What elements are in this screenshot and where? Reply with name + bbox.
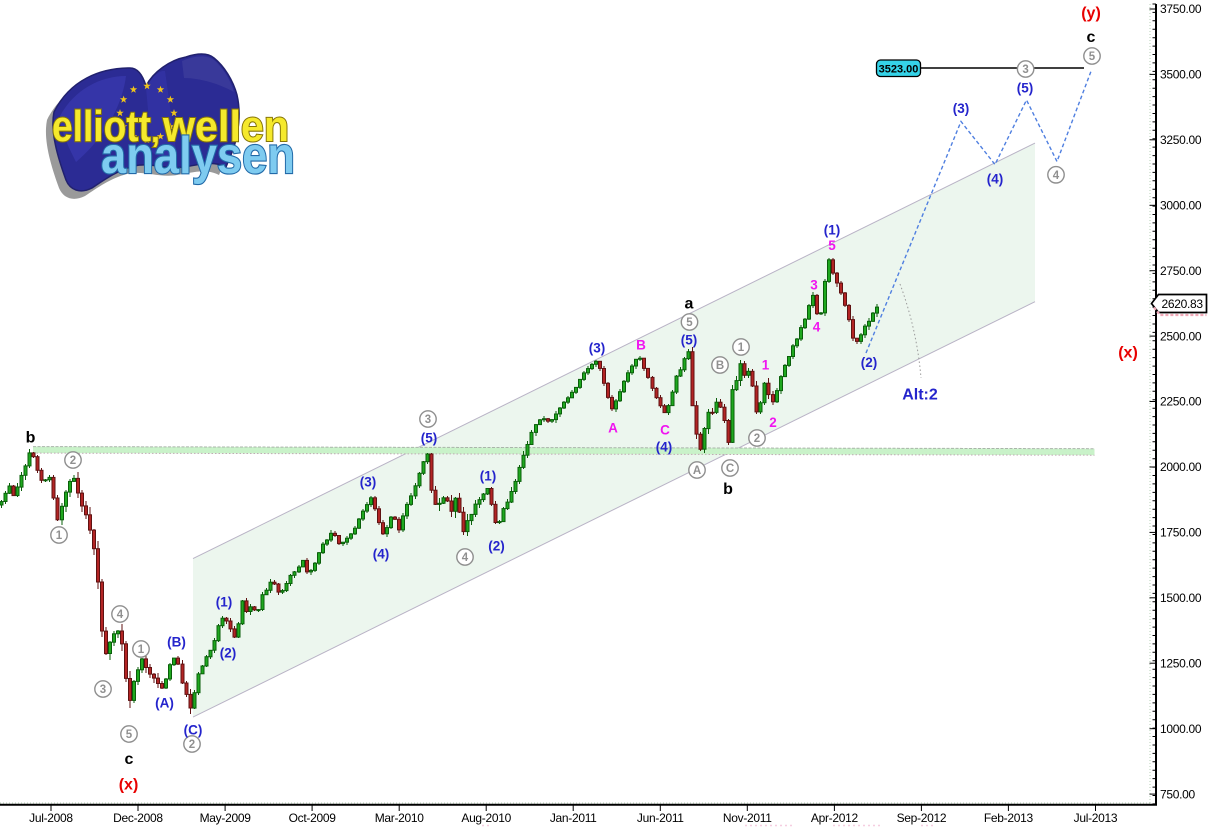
svg-text:1750.00: 1750.00 [1160, 526, 1202, 540]
svg-text:2: 2 [70, 455, 76, 467]
svg-text:Jul-2013: Jul-2013 [1074, 811, 1118, 825]
svg-text:(4): (4) [656, 440, 673, 455]
svg-text:3: 3 [100, 684, 106, 696]
svg-text:(x): (x) [1118, 345, 1138, 362]
svg-text:750.00: 750.00 [1160, 787, 1196, 801]
svg-text:1: 1 [762, 358, 770, 373]
svg-text:5: 5 [1089, 51, 1096, 63]
svg-text:3250.00: 3250.00 [1160, 133, 1202, 147]
svg-text:2750.00: 2750.00 [1160, 264, 1202, 278]
svg-text:4: 4 [1053, 170, 1060, 182]
svg-text:Alt:2: Alt:2 [902, 387, 938, 404]
svg-text:5: 5 [126, 729, 133, 741]
svg-text:Jul-2008: Jul-2008 [29, 811, 73, 825]
svg-text:(1): (1) [216, 595, 233, 610]
svg-text:,: , [151, 113, 160, 149]
svg-text:2: 2 [769, 415, 777, 430]
svg-text:2620.83: 2620.83 [1162, 297, 1204, 311]
svg-text:Apr-2012: Apr-2012 [811, 811, 859, 825]
svg-text:c: c [125, 751, 134, 768]
svg-text:analysen: analysen [101, 127, 295, 185]
svg-text:(A): (A) [155, 696, 174, 711]
svg-text:A: A [608, 421, 618, 436]
svg-text:3750.00: 3750.00 [1160, 2, 1202, 16]
svg-text:3: 3 [810, 278, 818, 293]
svg-text:(5): (5) [681, 333, 698, 348]
svg-text:(2): (2) [861, 355, 878, 370]
svg-text:May-2009: May-2009 [200, 811, 252, 825]
svg-text:5: 5 [828, 238, 836, 253]
svg-text:Aug-2010: Aug-2010 [461, 811, 511, 825]
svg-text:(2): (2) [220, 646, 237, 661]
svg-text:(C): (C) [184, 723, 203, 738]
svg-text:Jan-2011: Jan-2011 [550, 811, 597, 825]
svg-text:1250.00: 1250.00 [1160, 657, 1202, 671]
svg-text:3000.00: 3000.00 [1160, 199, 1202, 213]
svg-text:1: 1 [138, 644, 145, 656]
svg-text:(1): (1) [824, 223, 841, 238]
svg-text:Dec-2008: Dec-2008 [113, 811, 163, 825]
svg-text:2: 2 [754, 433, 760, 445]
svg-text:(5): (5) [1017, 81, 1034, 96]
svg-text:1: 1 [738, 342, 745, 354]
svg-text:(x): (x) [119, 777, 139, 794]
svg-text:B: B [716, 360, 724, 372]
svg-text:3: 3 [1022, 64, 1028, 76]
svg-text:C: C [660, 423, 670, 438]
svg-text:wellen: wellen [162, 102, 289, 151]
svg-text:b: b [723, 481, 733, 498]
svg-text:(3): (3) [589, 341, 606, 356]
svg-text:3: 3 [425, 414, 431, 426]
svg-text:(3): (3) [953, 101, 970, 116]
svg-text:c: c [1087, 29, 1096, 46]
svg-text:b: b [26, 430, 36, 447]
svg-text:2500.00: 2500.00 [1160, 329, 1202, 343]
svg-text:4: 4 [813, 320, 821, 335]
svg-text:3523.00: 3523.00 [879, 64, 919, 76]
svg-text:2000.00: 2000.00 [1160, 460, 1202, 474]
svg-text:1: 1 [56, 530, 63, 542]
svg-text:2250.00: 2250.00 [1160, 395, 1202, 409]
svg-text:3500.00: 3500.00 [1160, 68, 1202, 82]
svg-text:(3): (3) [360, 475, 377, 490]
svg-text:Jun-2011: Jun-2011 [637, 811, 684, 825]
svg-text:(B): (B) [167, 635, 186, 650]
svg-text:B: B [636, 338, 646, 353]
svg-text:a: a [685, 296, 694, 313]
svg-text:1000.00: 1000.00 [1160, 722, 1202, 736]
svg-text:(4): (4) [987, 172, 1004, 187]
svg-text:C: C [726, 463, 734, 475]
svg-text:(4): (4) [373, 547, 390, 562]
svg-text:Sep-2012: Sep-2012 [897, 811, 947, 825]
svg-text:Nov-2011: Nov-2011 [723, 811, 772, 825]
svg-text:4: 4 [117, 609, 124, 621]
svg-text:elliott: elliott [52, 102, 151, 151]
svg-text:(5): (5) [421, 431, 438, 446]
svg-text:Mar-2010: Mar-2010 [375, 811, 425, 825]
svg-text:(y): (y) [1081, 5, 1101, 22]
svg-text:A: A [693, 465, 701, 477]
svg-text:2: 2 [189, 739, 195, 751]
svg-text:(1): (1) [480, 469, 497, 484]
svg-text:Feb-2013: Feb-2013 [984, 811, 1034, 825]
svg-text:5: 5 [686, 317, 693, 329]
svg-text:Oct-2009: Oct-2009 [289, 811, 337, 825]
svg-text:(2): (2) [488, 539, 505, 554]
svg-text:4: 4 [462, 552, 469, 564]
svg-text:1500.00: 1500.00 [1160, 591, 1202, 605]
